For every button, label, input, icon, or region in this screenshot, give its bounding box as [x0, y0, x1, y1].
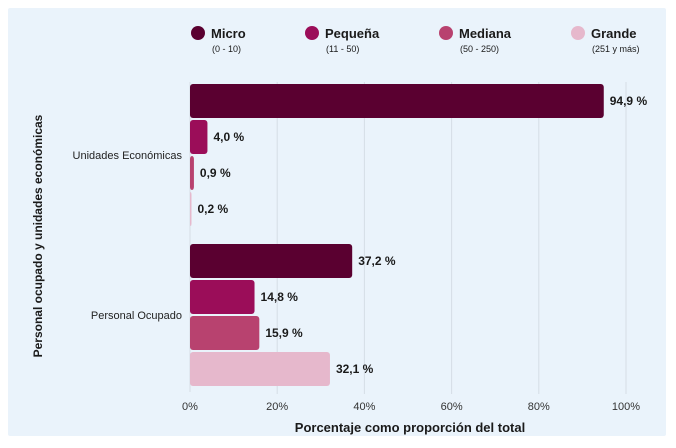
data-label: 15,9 % — [265, 326, 303, 340]
bar — [190, 244, 353, 278]
data-label: 4,0 % — [213, 130, 244, 144]
legend-swatch — [571, 26, 585, 40]
legend-label: Micro — [211, 26, 246, 41]
legend-label: Pequeña — [325, 26, 380, 41]
x-tick-label: 100% — [612, 401, 640, 413]
bars — [190, 84, 604, 386]
bar — [190, 192, 192, 226]
data-label: 94,9 % — [610, 94, 648, 108]
legend-swatch — [191, 26, 205, 40]
y-axis-title: Personal ocupado y unidades económicas — [31, 114, 45, 357]
data-label: 14,8 % — [261, 290, 299, 304]
data-label: 32,1 % — [336, 362, 374, 376]
legend-swatch — [439, 26, 453, 40]
bar — [190, 84, 604, 118]
bar — [190, 316, 260, 350]
category-label: Unidades Económicas — [73, 150, 183, 162]
data-label: 0,9 % — [200, 166, 231, 180]
legend-label: Grande — [591, 26, 637, 41]
bar — [190, 156, 194, 190]
x-axis-title: Porcentaje como proporción del total — [295, 420, 525, 435]
data-labels: 94,9 % 4,0 % 0,9 % 0,2 % 37,2 % 14,8 % 15,9 % 3… — [198, 94, 648, 376]
x-tick-label: 80% — [528, 401, 550, 413]
legend-range: (251 y más) — [592, 44, 640, 54]
x-tick-label: 0% — [182, 401, 198, 413]
x-tick-label: 20% — [266, 401, 288, 413]
legend: Micro (0 - 10) Pequeña (11 - 50) Mediana (50 … — [191, 26, 640, 54]
legend-swatch — [305, 26, 319, 40]
legend-range: (0 - 10) — [212, 44, 241, 54]
legend-range: (11 - 50) — [326, 44, 359, 54]
axes: 0% 20% 40% 60% 80% 100% Unidades Económicas Per… — [73, 150, 641, 413]
bar — [190, 280, 255, 314]
data-label: 0,2 % — [198, 202, 229, 216]
bar — [190, 120, 208, 154]
bar — [190, 352, 330, 386]
legend-range: (50 - 250) — [460, 44, 499, 54]
x-tick-label: 40% — [353, 401, 375, 413]
category-label: Personal Ocupado — [91, 310, 182, 322]
legend-label: Mediana — [459, 26, 512, 41]
x-tick-label: 60% — [441, 401, 463, 413]
data-label: 37,2 % — [358, 254, 396, 268]
